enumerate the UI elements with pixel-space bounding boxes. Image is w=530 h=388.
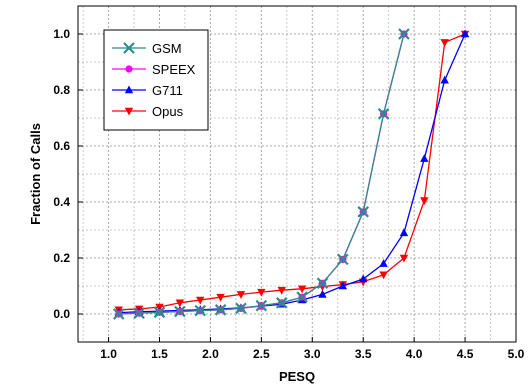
data-point-gsm <box>214 304 227 316</box>
data-point-opus <box>236 291 246 299</box>
x-tick-label: 1.0 <box>100 347 117 361</box>
legend-marker-g711 <box>124 85 134 94</box>
legend-marker-speex <box>125 65 133 73</box>
data-point-gsm <box>398 28 410 40</box>
x-tick-label: 4.5 <box>457 347 474 361</box>
data-point-gsm <box>316 277 329 289</box>
legend-entry-gsm: GSM <box>112 41 182 56</box>
data-point-gsm <box>112 308 125 320</box>
y-tick-label: 1.0 <box>53 27 70 41</box>
data-point-g711 <box>318 289 327 298</box>
y-tick-label: 0.8 <box>53 83 70 97</box>
series-line-opus <box>118 33 466 311</box>
data-point-g711 <box>420 154 429 162</box>
x-tick-label: 1.5 <box>151 347 168 361</box>
legend-label-opus: Opus <box>152 104 184 119</box>
data-point-gsm <box>275 297 288 309</box>
y-tick-label: 0.6 <box>53 139 70 153</box>
data-point-opus <box>399 254 409 263</box>
plot-frame <box>77 5 517 343</box>
data-point-opus <box>216 293 225 302</box>
legend-entry-speex: SPEEX <box>112 62 196 77</box>
data-point-g711 <box>399 228 409 237</box>
data-point-g711 <box>359 274 368 283</box>
x-tick-label: 5.0 <box>508 347 525 361</box>
data-point-gsm <box>235 302 247 315</box>
data-point-gsm <box>133 307 145 319</box>
y-tick-label: 0.4 <box>53 195 70 209</box>
legend-label-gsm: GSM <box>152 41 182 56</box>
legend: GSM SPEEX G711 Opus <box>103 29 209 131</box>
y-tick-label: 0.0 <box>53 307 70 321</box>
data-point-opus <box>440 39 449 47</box>
data-point-opus <box>420 197 429 206</box>
data-point-gsm <box>174 305 186 318</box>
data-point-opus <box>277 286 286 295</box>
x-tick-label: 2.5 <box>253 347 270 361</box>
y-axis-title: Fraction of Calls <box>28 123 43 225</box>
legend-box <box>103 29 209 131</box>
series-gsm <box>112 28 410 320</box>
series-opus <box>114 30 470 315</box>
data-point-gsm <box>377 108 390 120</box>
x-tick-label: 2.0 <box>202 347 219 361</box>
data-point-gsm <box>153 306 166 319</box>
legend-entry-opus: Opus <box>112 104 184 119</box>
data-point-opus <box>196 296 205 305</box>
data-point-g711 <box>338 281 348 290</box>
legend-marker-opus <box>124 107 134 116</box>
legend-entry-g711: G711 <box>112 83 183 98</box>
data-point-g711 <box>440 75 449 84</box>
x-tick-label: 3.0 <box>304 347 321 361</box>
data-point-opus <box>257 288 266 297</box>
y-tick-label: 0.2 <box>53 251 70 265</box>
x-tick-label: 3.5 <box>355 347 372 361</box>
legend-label-g711: G711 <box>152 83 183 98</box>
data-point-gsm <box>194 304 207 317</box>
data-point-gsm <box>296 291 308 303</box>
data-point-gsm <box>337 253 349 266</box>
x-tick-label: 4.0 <box>406 347 423 361</box>
data-point-g711 <box>379 259 388 267</box>
series-group <box>112 28 470 320</box>
data-point-opus <box>297 285 307 294</box>
legend-marker-gsm <box>123 42 135 54</box>
data-point-gsm <box>255 299 268 312</box>
data-point-opus <box>175 299 185 308</box>
axis-ticks: 1.0 1.5 2.0 2.5 3.0 3.5 4.0 4.5 5.0 0.0 0.2 0.4 0.6 0… <box>53 27 524 361</box>
data-point-g711 <box>460 29 470 38</box>
legend-label-speex: SPEEX <box>152 62 196 77</box>
x-axis-title: PESQ <box>279 369 315 384</box>
data-point-gsm <box>357 206 369 218</box>
data-point-opus <box>379 271 388 280</box>
